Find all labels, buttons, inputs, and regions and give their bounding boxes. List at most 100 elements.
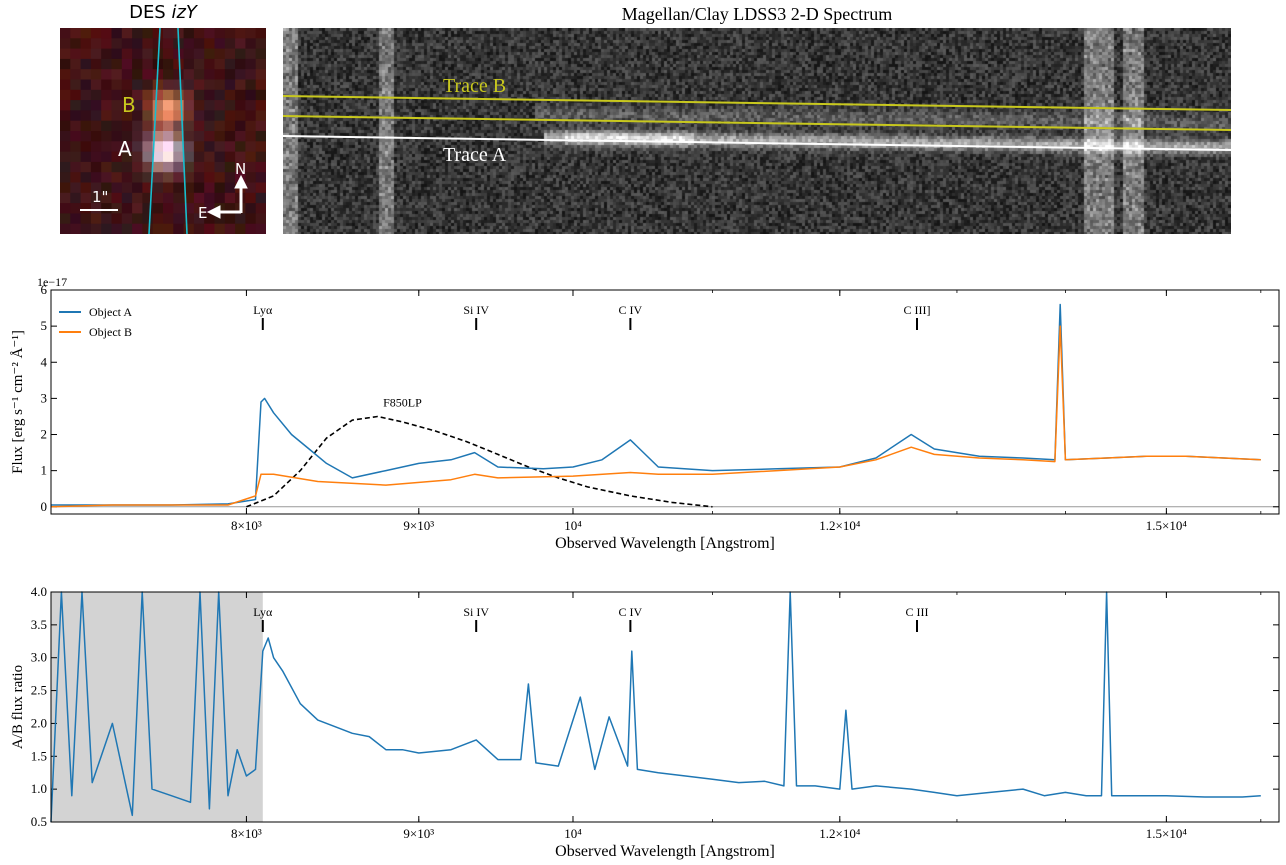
cutout-pixel (60, 131, 71, 142)
cutout-pixel (121, 172, 133, 184)
cutout-pixel (204, 28, 216, 39)
cutout-pixel (214, 223, 226, 234)
cutout-pixel (90, 110, 102, 122)
cutout-pixel (152, 151, 164, 163)
cutout-pixel (163, 131, 174, 142)
cutout-pixel (163, 223, 174, 234)
cutout-pixel (111, 161, 123, 173)
cutout-pixel (204, 182, 216, 194)
cutout-pixel (245, 161, 257, 173)
cutout-pixel (224, 213, 236, 225)
spectrum-2d-image (283, 28, 1231, 234)
cutout-pixel (142, 203, 154, 214)
line-marker-label: Si IV (463, 303, 489, 317)
cutout-pixel (111, 172, 123, 184)
cutout-pixel (101, 58, 113, 70)
cutout-pixel (173, 161, 185, 173)
cutout-pixel (163, 161, 174, 173)
cutout-pixel (90, 48, 102, 60)
cutout-pixel (132, 120, 143, 132)
cutout-pixel (132, 203, 143, 214)
cutout-pixel (214, 131, 226, 142)
cutout-pixel (152, 172, 164, 184)
cutout-pixel (111, 223, 123, 234)
cutout-pixel (142, 28, 154, 39)
cutout-pixel (245, 131, 257, 142)
cutout-pixel (90, 151, 102, 163)
cutout-pixel (235, 48, 246, 60)
cutout-pixel (163, 151, 174, 163)
cutout-pixel (152, 213, 164, 225)
cutout-pixel (111, 48, 123, 60)
cutout-pixel (101, 223, 113, 234)
cutout-pixel (121, 141, 133, 153)
cutout-pixel (101, 69, 113, 81)
cutout-pixel (101, 131, 113, 142)
cutout-pixel (121, 28, 133, 39)
cutout-pixel (70, 203, 82, 214)
cutout-pixel (101, 89, 113, 101)
cutout-pixel (204, 161, 216, 173)
slit-left-edge (148, 28, 161, 234)
cutout-pixel (235, 161, 246, 173)
x-tick-label: 8×10³ (231, 826, 262, 841)
cutout-pixel-grid (60, 28, 266, 234)
cutout-pixel (235, 213, 246, 225)
cutout-pixel (132, 182, 143, 194)
cutout-pixel (132, 161, 143, 173)
cutout-pixel (70, 192, 82, 204)
cutout-pixel (152, 161, 164, 173)
cutout-pixel (183, 172, 195, 184)
cutout-pixel (224, 110, 236, 122)
cutout-pixel (245, 28, 257, 39)
cutout-pixel (132, 110, 143, 122)
cutout-pixel (121, 69, 133, 81)
cutout-pixel (101, 28, 113, 39)
cutout-pixel (101, 141, 113, 153)
cutout-pixel (70, 38, 82, 50)
cutout-pixel (214, 151, 226, 163)
cutout-pixel (163, 28, 174, 39)
cutout-pixel (70, 110, 82, 122)
cutout-pixel (235, 79, 246, 91)
cutout-pixel (193, 223, 205, 234)
cutout-pixel (245, 120, 257, 132)
cutout-pixel (245, 58, 257, 70)
cutout-pixel (193, 100, 205, 111)
cutout-pixel (204, 192, 216, 204)
cutout-pixel (173, 192, 185, 204)
cutout-pixel (70, 58, 82, 70)
cutout-pixel (173, 89, 185, 101)
cutout-pixel (204, 79, 216, 91)
y-tick-label: 1.0 (31, 781, 47, 796)
cutout-pixel (60, 38, 71, 50)
legend-label: Object B (89, 325, 132, 339)
cutout-pixel (60, 89, 71, 101)
cutout-pixel (235, 223, 246, 234)
cutout-pixel (60, 203, 71, 214)
cutout-pixel (132, 58, 143, 70)
trace-a-label: Trace A (443, 144, 507, 166)
cutout-pixel (183, 161, 195, 173)
cutout-pixel (90, 182, 102, 194)
series-line (51, 303, 1261, 506)
cutout-pixel (245, 69, 257, 81)
y-tick-label: 0 (41, 499, 48, 514)
cutout-pixel (163, 89, 174, 101)
cutout-pixel (80, 192, 92, 204)
cutout-pixel (235, 89, 246, 101)
cutout-pixel (245, 213, 257, 225)
label-a: A (118, 137, 132, 161)
cutout-pixel (90, 100, 102, 111)
cutout-pixel (101, 182, 113, 194)
cutout-pixel (224, 172, 236, 184)
cutout-pixel (101, 110, 113, 122)
cutout-pixel (204, 203, 216, 214)
cutout-pixel (193, 89, 205, 101)
y-tick-label: 6 (41, 282, 48, 297)
cutout-pixel (132, 48, 143, 60)
plot-frame (50, 289, 1280, 515)
cutout-pixel (163, 110, 174, 122)
cutout-pixel (193, 58, 205, 70)
y-tick-label: 3.0 (31, 650, 47, 665)
